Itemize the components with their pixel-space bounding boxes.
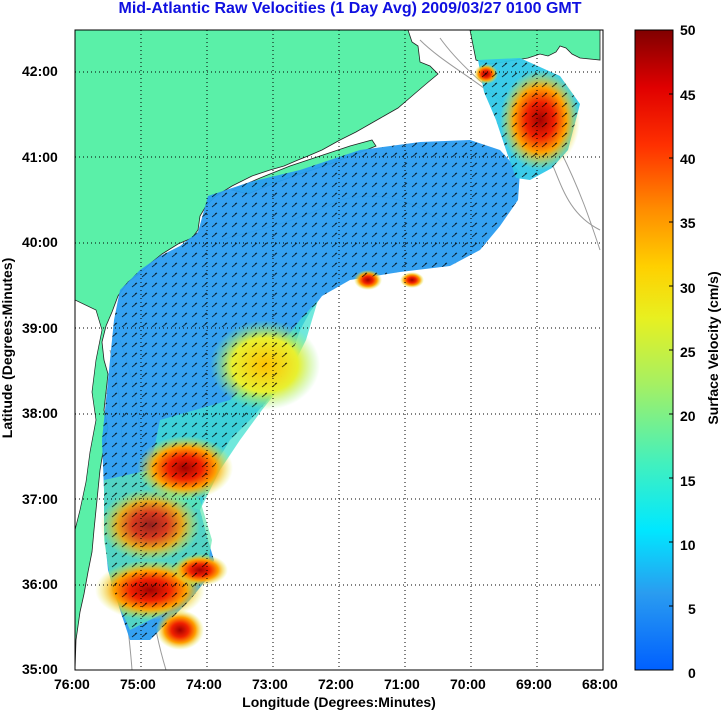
map-title: Mid-Atlantic Raw Velocities (1 Day Avg) … xyxy=(118,0,582,17)
y-tick-label: 40:00 xyxy=(22,234,58,250)
colorbar xyxy=(634,29,674,671)
colorbar-tick-label: 10 xyxy=(680,537,696,553)
colorbar-tick-label: 45 xyxy=(680,87,696,103)
colorbar-ticks xyxy=(669,93,673,607)
colorbar-tick-label: 50 xyxy=(680,22,696,38)
chesapeake-bay xyxy=(75,299,103,531)
velocity-vectors xyxy=(102,140,520,640)
velocity-vectors-nantucket xyxy=(478,58,580,180)
x-axis-label: Longitude (Degrees:Minutes) xyxy=(242,694,436,710)
x-tick-label: 73:00 xyxy=(252,676,288,692)
y-tick-label: 37:00 xyxy=(22,491,58,507)
map-grid xyxy=(75,30,603,670)
colorbar-tick-label: 25 xyxy=(680,344,696,360)
x-tick-label: 70:00 xyxy=(450,676,486,692)
x-tick-label: 72:00 xyxy=(318,676,354,692)
map-frame xyxy=(74,29,604,671)
y-tick-label: 38:00 xyxy=(22,405,58,421)
x-tick-label: 74:00 xyxy=(186,676,222,692)
colorbar-tick-label: 5 xyxy=(688,601,696,617)
colorbar-tick-label: 0 xyxy=(688,665,696,681)
colorbar-tick-label: 40 xyxy=(680,151,696,167)
y-tick-label: 35:00 xyxy=(22,661,58,677)
y-tick-label: 36:00 xyxy=(22,576,58,592)
x-tick-label: 71:00 xyxy=(384,676,420,692)
x-tick-label: 69:00 xyxy=(516,676,552,692)
velocity-hotspot xyxy=(400,272,424,288)
x-tick-label: 76:00 xyxy=(54,676,90,692)
y-tick-label: 41:00 xyxy=(22,149,58,165)
colorbar-tick-label: 20 xyxy=(680,408,696,424)
x-tick-label: 68:00 xyxy=(582,676,618,692)
y-tick-label: 42:00 xyxy=(22,63,58,79)
y-tick-label: 39:00 xyxy=(22,320,58,336)
colorbar-tick-label: 30 xyxy=(680,280,696,296)
colorbar-tick-label: 15 xyxy=(680,473,696,489)
x-tick-label: 75:00 xyxy=(120,676,156,692)
colorbar-tick-label: 35 xyxy=(680,215,696,231)
